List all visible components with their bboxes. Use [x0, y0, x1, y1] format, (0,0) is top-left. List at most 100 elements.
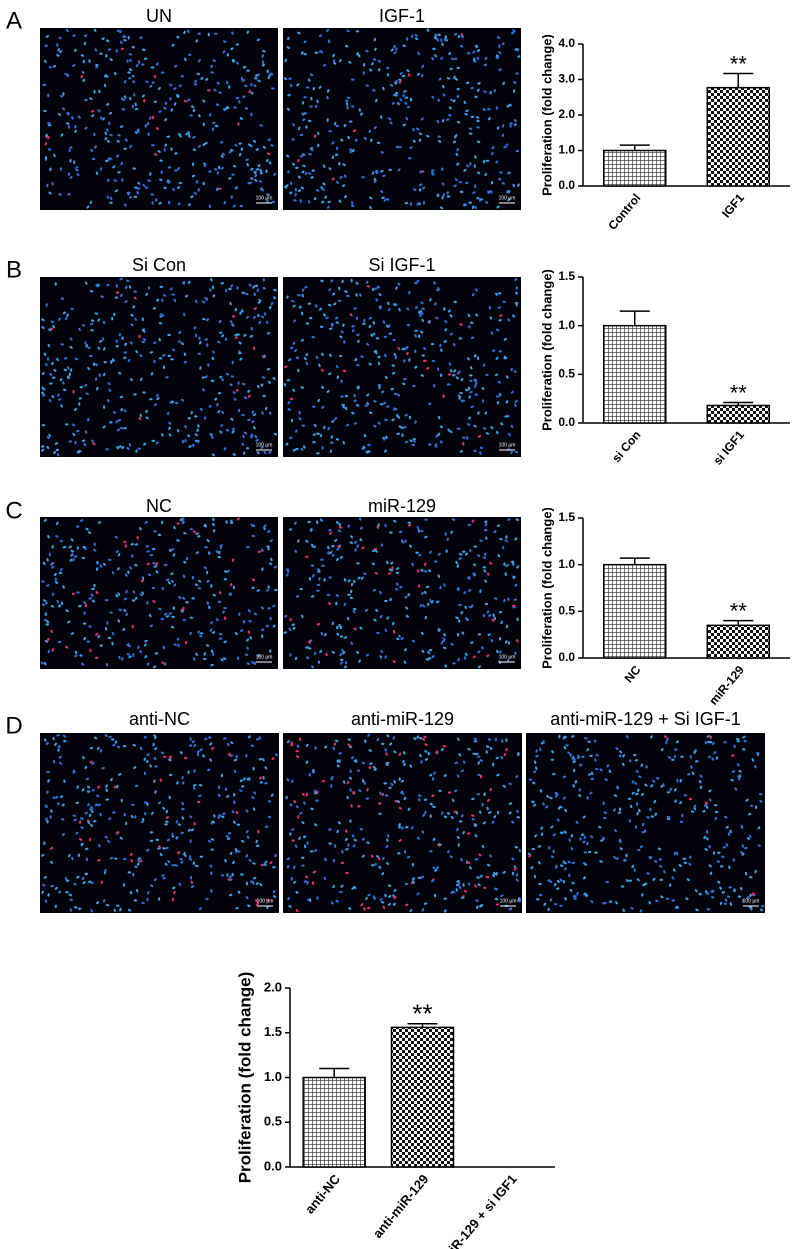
y-tick-label: 1.5	[558, 510, 575, 524]
nucleus	[336, 147, 338, 151]
micrograph: 100 μm	[283, 277, 521, 457]
nucleus	[193, 822, 195, 826]
x-tick-label: IGF1	[719, 191, 747, 221]
image-title: anti-miR-129	[351, 709, 454, 729]
bar	[707, 625, 769, 658]
image-title: IGF-1	[379, 6, 425, 26]
nucleus	[706, 830, 708, 834]
y-axis-label: Proliferation (fold change)	[539, 34, 554, 196]
x-tick-label: Control	[605, 191, 643, 233]
y-tick-label: 1.0	[558, 143, 575, 157]
nucleus	[351, 279, 353, 283]
micrograph-background	[283, 277, 521, 457]
y-tick-label: 3.0	[558, 72, 575, 86]
panel-label: D	[5, 712, 22, 739]
micrograph-background	[526, 733, 765, 913]
micrograph: 100 μm	[40, 277, 278, 457]
y-tick-label: 0.5	[558, 367, 575, 381]
scale-bar-label: 100 μm	[256, 654, 273, 660]
bar	[604, 151, 666, 187]
nucleus	[218, 188, 222, 190]
bar	[303, 1078, 365, 1168]
y-tick-label: 2.0	[264, 979, 282, 994]
nucleus	[132, 625, 134, 629]
nucleus	[189, 839, 191, 843]
image-title: Si IGF-1	[368, 255, 435, 275]
panel-label: A	[6, 7, 22, 34]
micrograph-background	[40, 517, 278, 669]
image-title: anti-NC	[129, 709, 190, 729]
scale-bar-label: 100 μm	[257, 898, 274, 904]
y-tick-label: 0.0	[558, 178, 575, 192]
nucleus	[432, 777, 434, 781]
micrograph-background	[40, 277, 278, 457]
micrograph: 100 μm	[283, 733, 522, 913]
panel-label: C	[5, 497, 22, 524]
nucleus	[447, 383, 451, 385]
x-tick-label: miR-129	[706, 663, 747, 708]
nucleus	[297, 369, 299, 373]
nucleus	[720, 865, 724, 867]
nucleus	[69, 149, 71, 153]
x-tick-label: anti-miR-129	[370, 1171, 432, 1240]
scale-bar-label: 100 μm	[256, 195, 273, 201]
y-axis-label: Proliferation (fold change)	[539, 269, 554, 431]
scale-bar-label: 100 μm	[499, 654, 516, 660]
nucleus	[482, 399, 484, 403]
nucleus	[96, 561, 98, 565]
y-tick-label: 1.0	[558, 557, 575, 571]
nucleus	[621, 885, 625, 887]
micrograph-background	[40, 733, 279, 913]
nucleus	[164, 823, 168, 825]
significance-label: **	[730, 51, 748, 76]
y-tick-label: 1.5	[264, 1024, 282, 1039]
significance-label: **	[412, 999, 432, 1029]
significance-label: **	[730, 380, 748, 405]
significance-label: **	[730, 598, 748, 623]
y-tick-label: 1.0	[558, 318, 575, 332]
x-tick-label: si Con	[609, 428, 643, 465]
scale-bar-label: 100 μm	[499, 442, 516, 448]
y-tick-label: 1.0	[264, 1069, 282, 1084]
micrograph: 100 μm	[283, 517, 521, 669]
scale-bar-label: 100 μm	[743, 898, 760, 904]
nucleus	[246, 546, 250, 548]
image-title: miR-129	[368, 496, 436, 516]
nucleus	[636, 802, 638, 806]
nucleus	[568, 874, 570, 878]
nucleus	[381, 743, 385, 745]
image-title: UN	[146, 6, 172, 26]
scale-bar-label: 100 μm	[256, 442, 273, 448]
y-axis-label: Proliferation (fold change)	[235, 972, 254, 1184]
nucleus	[171, 616, 175, 618]
image-title: Si Con	[132, 255, 186, 275]
micrograph: 100 μm	[40, 28, 278, 210]
micrograph-background	[283, 733, 522, 913]
micrograph-background	[283, 28, 521, 210]
micrograph: 100 μm	[40, 733, 279, 913]
image-title: anti-miR-129 + Si IGF-1	[550, 709, 741, 729]
image-title: NC	[146, 496, 172, 516]
nucleus	[327, 551, 329, 555]
micrograph: 100 μm	[40, 517, 278, 669]
y-tick-label: 0.5	[264, 1114, 282, 1129]
nucleus	[559, 905, 563, 907]
nucleus	[429, 649, 433, 651]
x-tick-label: si IGF1	[711, 428, 748, 468]
y-tick-label: 0.0	[558, 650, 575, 664]
bar	[392, 1027, 454, 1167]
nucleus	[188, 417, 192, 419]
nucleus	[151, 66, 155, 68]
y-axis-label: Proliferation (fold change)	[539, 507, 554, 669]
y-tick-label: 2.0	[558, 107, 575, 121]
nucleus	[409, 416, 411, 420]
y-tick-label: 1.5	[558, 269, 575, 283]
nucleus	[445, 35, 447, 39]
y-tick-label: 0.0	[264, 1158, 282, 1173]
x-tick-label: anti-miR-129 + si IGF1	[421, 1171, 520, 1249]
bar	[604, 565, 666, 658]
scale-bar-label: 100 μm	[500, 898, 517, 904]
x-tick-label: NC	[622, 663, 644, 686]
